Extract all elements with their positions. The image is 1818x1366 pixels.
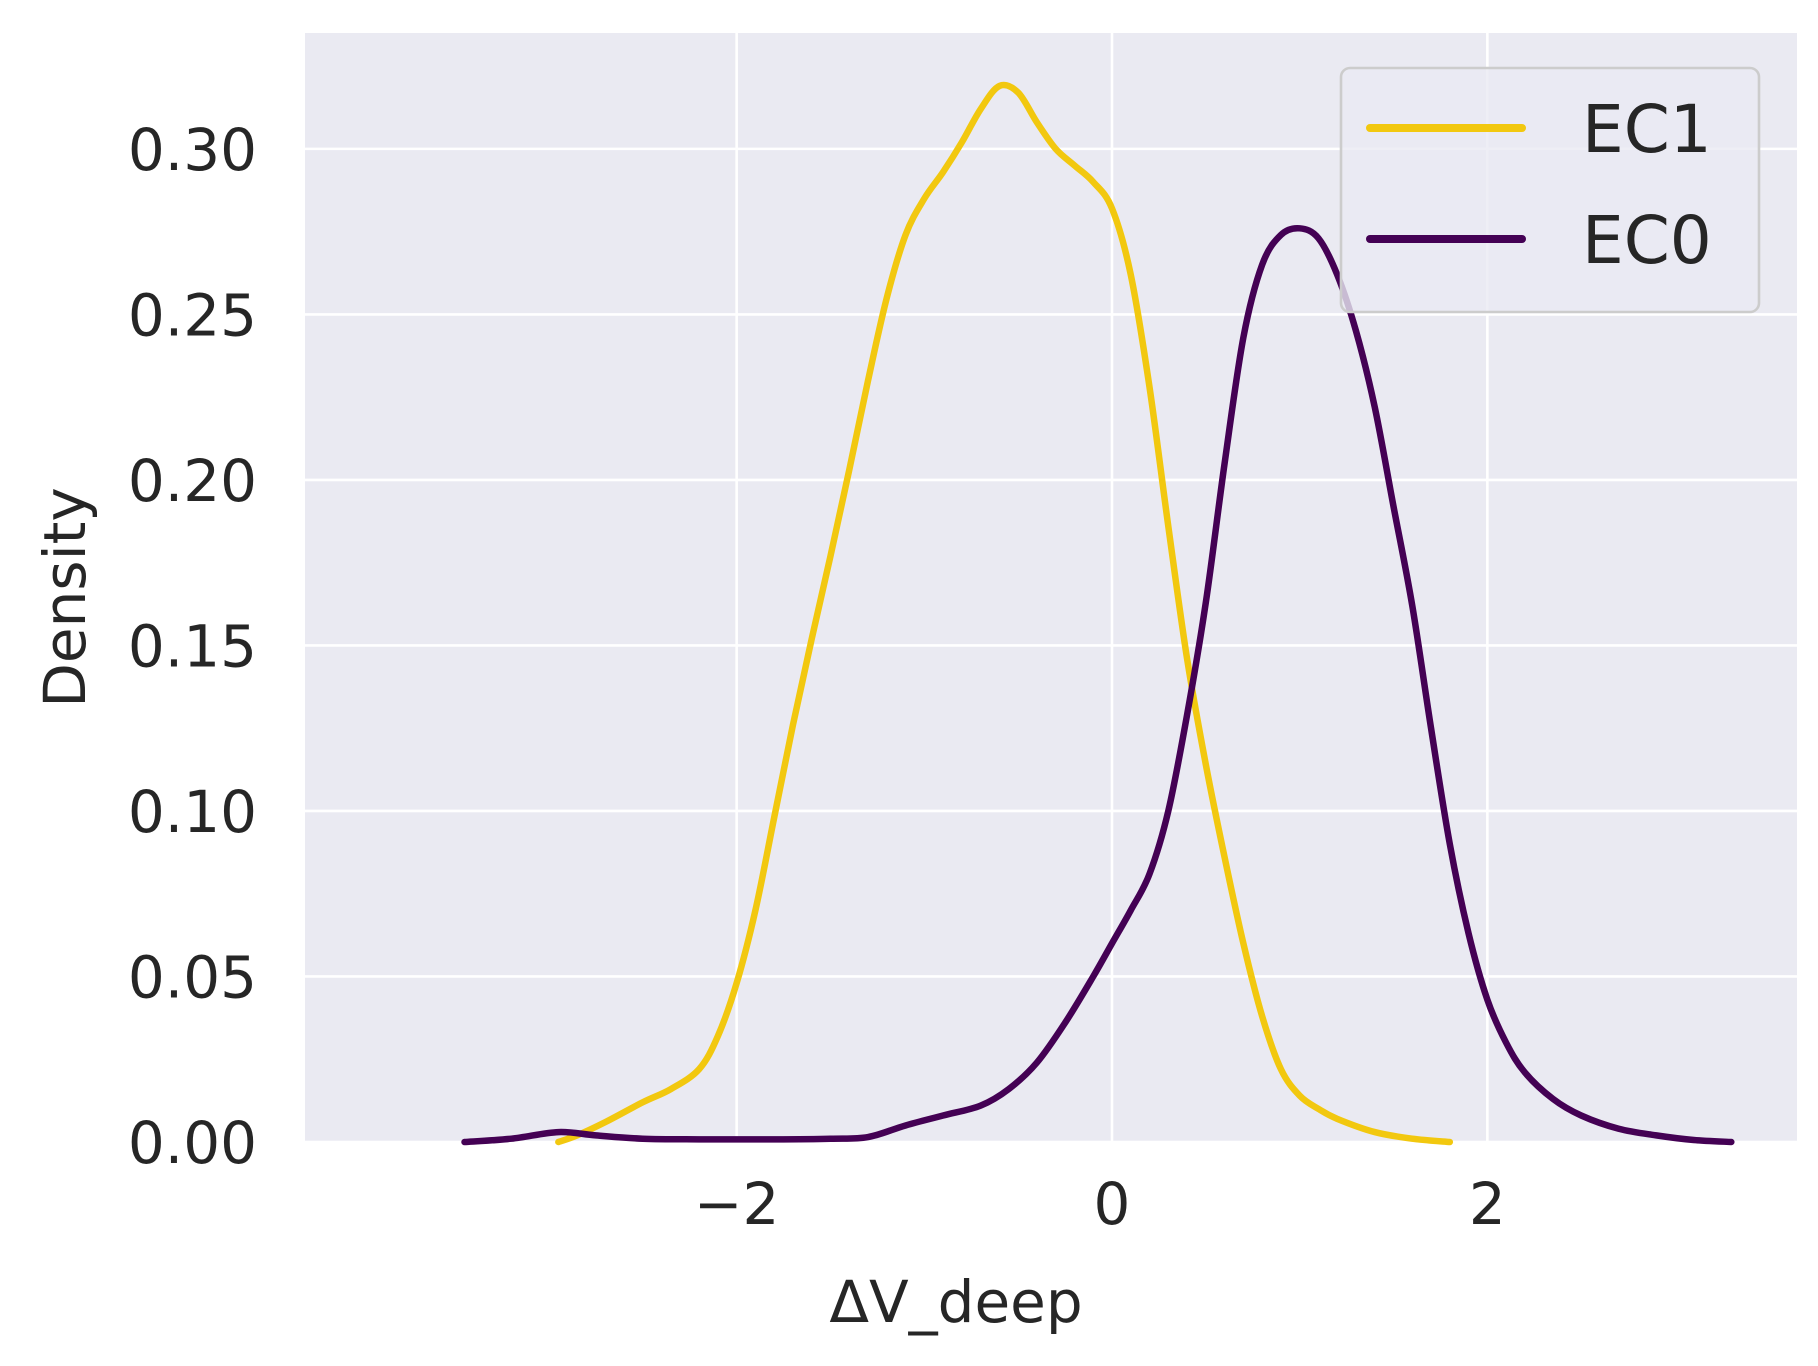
y-tick-label: 0.15 [128,612,257,680]
legend-label-ec1: EC1 [1582,91,1712,168]
legend-label-ec0: EC0 [1582,202,1712,279]
y-tick-label: 0.05 [128,943,257,1011]
tick-labels: −2 0 2 0.00 0.05 0.10 0.15 0.20 0.25 0.30 [128,116,1506,1238]
series-lines [461,81,1735,1146]
y-tick-label: 0.20 [128,447,257,515]
y-tick-label: 0.30 [128,116,257,184]
legend: EC1 EC0 [1339,66,1761,314]
x-tick-label: −2 [694,1170,780,1238]
x-tick-label: 0 [1094,1170,1131,1238]
x-axis-label: ΔV_deep [829,1268,1082,1336]
y-axis-label: Density [31,487,99,708]
series-line-ec1 [555,81,1454,1146]
series-line-ec0 [461,224,1735,1146]
y-tick-label: 0.00 [128,1109,257,1177]
x-tick-label: 2 [1469,1170,1506,1238]
y-tick-label: 0.25 [128,281,257,349]
y-tick-label: 0.10 [128,778,257,846]
